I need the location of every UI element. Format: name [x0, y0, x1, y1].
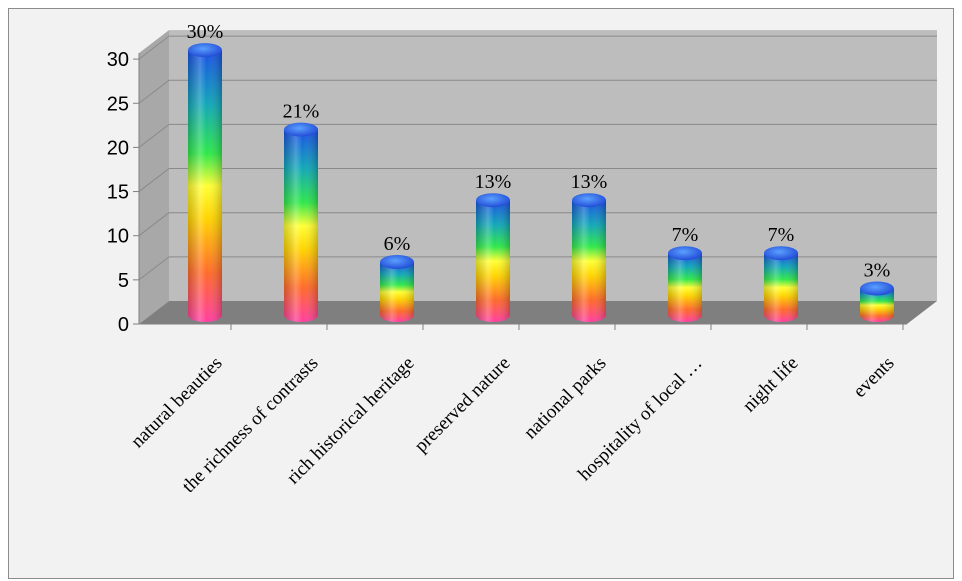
bar-top: [572, 193, 606, 208]
data-label: 13%: [475, 171, 512, 193]
bar-top: [476, 193, 510, 208]
bar: [764, 246, 798, 322]
x-tick-label: national parks: [520, 353, 611, 444]
x-tick-label: preserved nature: [411, 353, 515, 457]
bar-shading: [668, 253, 702, 322]
y-tick-label: 15: [107, 182, 129, 204]
gridline-side: [138, 212, 170, 237]
floor: [139, 301, 937, 324]
data-label: 7%: [768, 224, 795, 246]
y-tick-label: 5: [118, 270, 129, 292]
bar-top: [380, 255, 414, 270]
plot-walls: [139, 30, 937, 324]
gridline-side: [138, 124, 170, 148]
gridline-side: [138, 79, 170, 104]
bar-shading: [284, 129, 318, 322]
data-label: 13%: [571, 171, 608, 193]
side-wall: [139, 30, 169, 324]
chart-frame: 0 5 10 15 20 25 30 natural beauties the richnes…: [8, 8, 954, 579]
bar-shading: [764, 253, 798, 322]
y-tick-label: 25: [107, 93, 129, 115]
bar-shading: [476, 200, 510, 322]
bar-top: [284, 122, 318, 137]
y-tick-label: 30: [107, 49, 129, 71]
y-tick-label: 20: [107, 137, 129, 159]
data-label: 21%: [283, 101, 320, 123]
data-label: 3%: [864, 260, 891, 282]
gridline-side: [138, 35, 170, 60]
bar-shading: [380, 262, 414, 322]
bar-top: [764, 246, 798, 261]
bar: [188, 43, 222, 322]
bar: [572, 193, 606, 322]
bar-top: [668, 246, 702, 261]
bar: [860, 281, 894, 322]
data-label: 6%: [384, 233, 411, 255]
bar-shading: [860, 288, 894, 322]
bar: [668, 246, 702, 322]
y-tick-label: 0: [118, 314, 129, 336]
y-tick-label: 10: [107, 226, 129, 248]
bar-top: [188, 43, 222, 58]
x-tick-label: night life: [739, 353, 803, 417]
x-tick-label: events: [849, 353, 898, 402]
data-label: 7%: [672, 224, 699, 246]
y-axis: 0 5 10 15 20 25 30: [107, 49, 140, 336]
gridline-side: [138, 256, 170, 281]
data-label: 30%: [187, 21, 224, 43]
bars: 30% 21% 6% 13% 13% 7% 7% 3%: [187, 21, 894, 322]
bar: [380, 255, 414, 322]
bar-top: [860, 281, 894, 296]
bar-shading: [572, 200, 606, 322]
bar: [284, 122, 318, 322]
bar-shading: [188, 50, 222, 322]
gridline-side: [138, 168, 170, 192]
bar: [476, 193, 510, 322]
x-tick-label: natural beauties: [127, 353, 227, 453]
